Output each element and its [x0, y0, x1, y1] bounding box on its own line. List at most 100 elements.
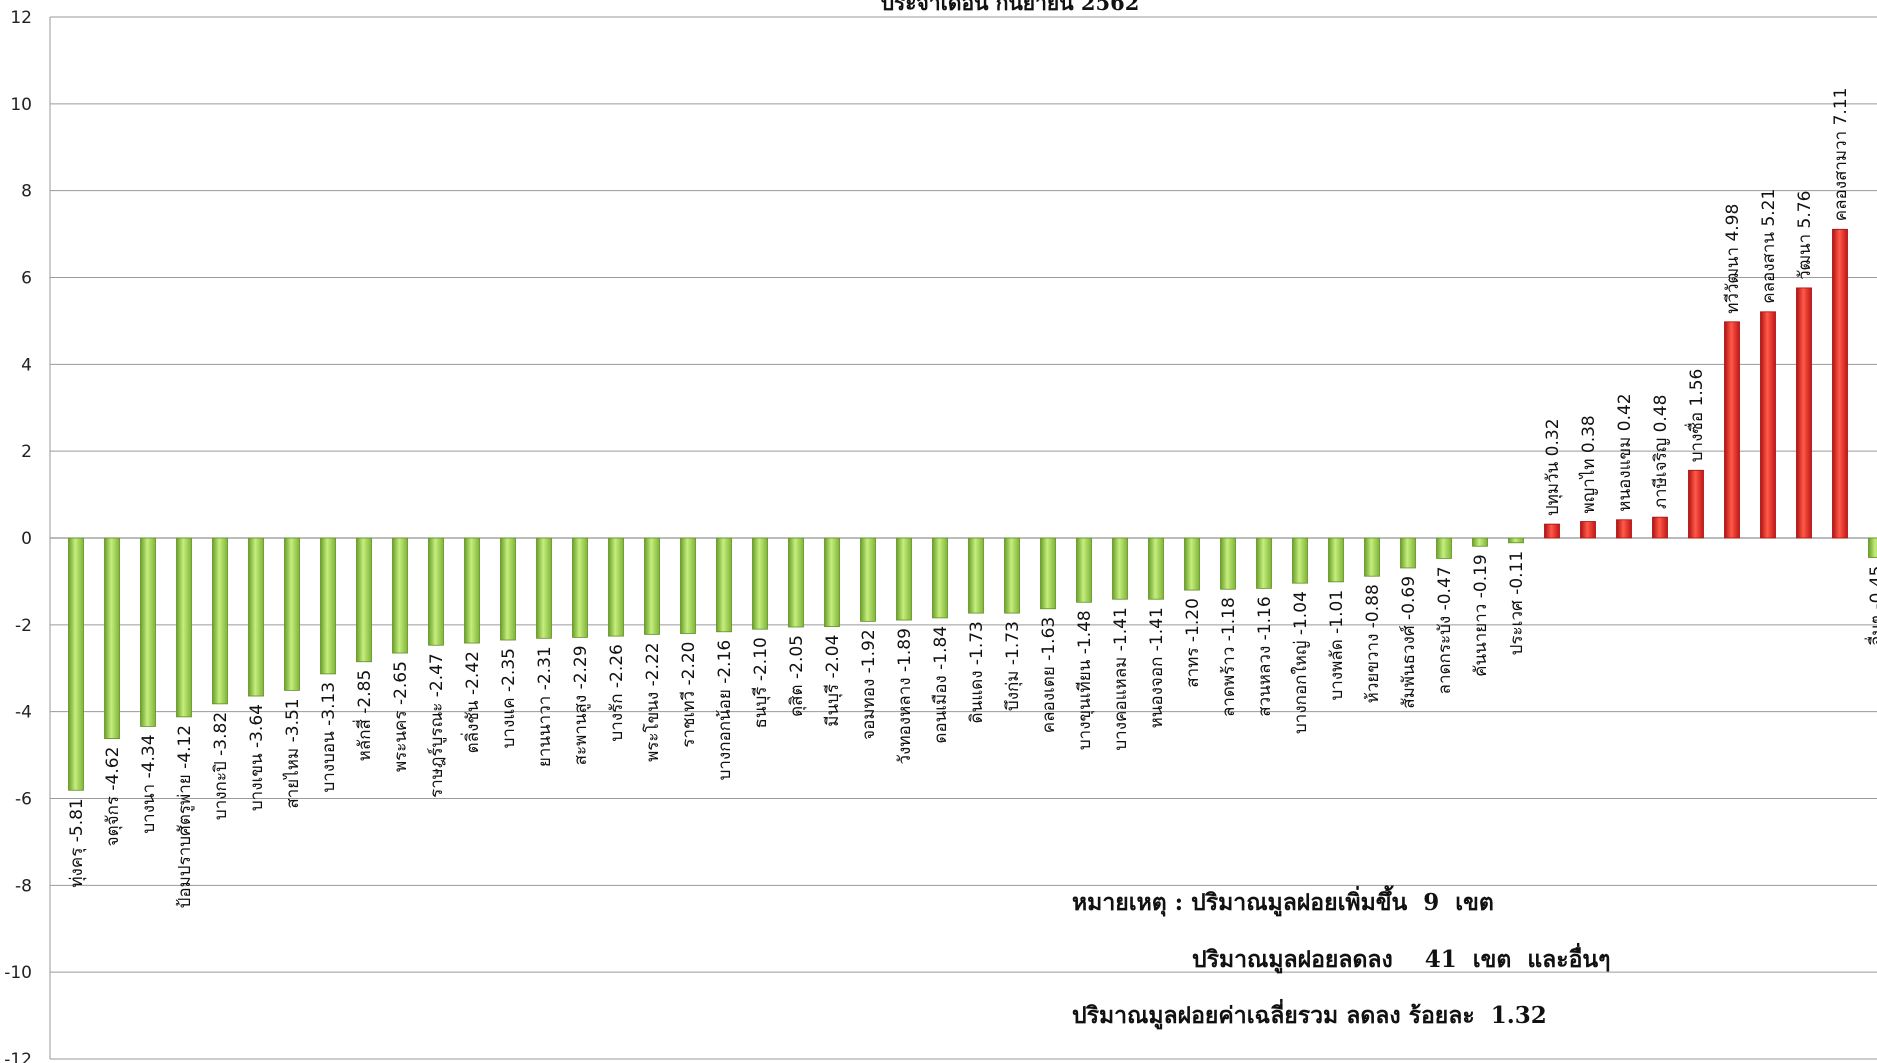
- bar: [104, 537, 120, 739]
- bar: [140, 537, 156, 727]
- bar: [824, 537, 840, 627]
- data-label: พญาไท 0.38: [1578, 415, 1599, 513]
- data-label: บางซื่อ 1.56: [1684, 369, 1707, 463]
- bar: [1436, 537, 1452, 559]
- data-label: บางกอกใหญ่ -1.04: [1290, 591, 1311, 734]
- note-increase: หมายเหตุ : ปริมาณมูลฝอยเพิ่มขึ้น 9 เขต: [1072, 889, 1494, 916]
- y-tick-label: 2: [21, 442, 32, 462]
- bar: [1220, 537, 1236, 590]
- bar: [1148, 537, 1164, 600]
- y-tick-label: -12: [4, 1050, 32, 1063]
- data-label: ป้อมปราบศัตรูพ่าย -4.12: [175, 725, 195, 909]
- bar: [752, 537, 768, 630]
- bar: [284, 537, 300, 691]
- data-label: บึงกุ่ม -1.73: [1003, 621, 1023, 711]
- bar: [1076, 537, 1092, 603]
- bar: [428, 537, 444, 646]
- bar: [860, 537, 876, 622]
- data-label: มีนบุรี -2.04: [823, 635, 843, 727]
- y-tick-label: 4: [21, 355, 32, 375]
- bar: [1292, 537, 1308, 584]
- data-label: คันนายาว -0.19: [1471, 554, 1491, 677]
- data-label: คลองเตย -1.63: [1039, 617, 1059, 734]
- data-label: ลาดกระบัง -0.47: [1435, 566, 1455, 694]
- y-tick-label: -4: [15, 703, 32, 723]
- bar: [968, 537, 984, 614]
- data-label: บางขุนเทียน -1.48: [1075, 610, 1095, 750]
- bar: [1508, 537, 1524, 544]
- bar: [1184, 537, 1200, 591]
- bar: [176, 537, 192, 718]
- bar: [1112, 537, 1128, 600]
- data-label: ธนบุรี -2.10: [751, 637, 771, 728]
- data-label: ลาดพร้าว -1.18: [1219, 597, 1239, 717]
- bar: [572, 537, 588, 638]
- data-label: วัฒนา 5.76: [1795, 191, 1815, 280]
- data-label: จอมทอง -1.92: [859, 629, 879, 739]
- bar: [680, 537, 696, 634]
- bar: [1868, 537, 1877, 558]
- bar: [1724, 321, 1740, 539]
- data-label: บางรัก -2.26: [607, 644, 627, 741]
- bars: [68, 228, 1877, 791]
- y-tick-label: -6: [15, 790, 32, 810]
- data-label: สวนหลวง -1.16: [1255, 596, 1275, 716]
- data-label: บางคอแหลม -1.41: [1111, 607, 1131, 750]
- data-label: คลองสามวา 7.11: [1831, 88, 1851, 222]
- bar: [932, 537, 948, 619]
- data-label: ตลิ่งชัน -2.42: [460, 651, 483, 753]
- data-label: ดุสิต -2.05: [787, 635, 807, 717]
- bar: [1328, 537, 1344, 583]
- bar: [1616, 519, 1632, 539]
- data-label: จตุจักร -4.62: [103, 747, 123, 847]
- bar: [356, 537, 372, 663]
- data-label: ทุ่งครุ -5.81: [67, 798, 87, 887]
- note-decrease: ปริมาณมูลฝอยลดลง 41 เขต และอื่นๆ: [1192, 946, 1611, 973]
- y-axis-ticks: 12 10 8 6 4 2 0 -2 -4 -6 -8 -10 -12: [4, 8, 32, 1063]
- bar: [212, 537, 228, 705]
- data-label: ห้วยขวาง -0.88: [1363, 584, 1383, 703]
- y-tick-label: 6: [21, 269, 32, 289]
- y-tick-label: 10: [10, 95, 32, 115]
- y-tick-label: -10: [4, 963, 32, 983]
- data-label: สัมพันธวงศ์ -0.69: [1399, 576, 1419, 709]
- data-label: พระนคร -2.65: [391, 661, 411, 772]
- data-label: ทวีวัฒนา 4.98: [1723, 204, 1743, 314]
- data-label: สายไหม -3.51: [282, 698, 303, 808]
- bar: [248, 537, 264, 697]
- data-label: บางกะปิ -3.82: [211, 712, 231, 820]
- bar: [464, 537, 480, 644]
- bar: [644, 537, 660, 635]
- y-tick-label: 0: [21, 529, 32, 549]
- data-label: ยานนาวา -2.31: [535, 646, 555, 767]
- bar: [788, 537, 804, 628]
- data-label: บางพลัด -1.01: [1327, 590, 1347, 701]
- note-average: ปริมาณมูลฝอยค่าเฉลี่ยรวม ลดลง ร้อยละ 1.3…: [1072, 1002, 1547, 1029]
- data-label: หลักสี่ -2.85: [352, 670, 375, 762]
- bar: [1472, 537, 1488, 547]
- data-label: ภาษีเจริญ 0.48: [1651, 395, 1671, 510]
- y-tick-label: -2: [15, 616, 32, 636]
- grid-lines: [49, 16, 1877, 1060]
- y-tick-label: -8: [15, 876, 32, 896]
- data-label: ปทุมวัน 0.32: [1543, 418, 1563, 516]
- data-label: คลองสาน 5.21: [1759, 189, 1779, 304]
- data-label: สาทร -1.20: [1183, 598, 1203, 688]
- bar: [896, 537, 912, 621]
- data-label: ดินแดง -1.73: [967, 621, 987, 723]
- bar: [716, 537, 732, 633]
- data-label: หนองแขม 0.42: [1615, 393, 1635, 511]
- data-label: บางแค -2.35: [499, 648, 519, 748]
- bar: [1760, 311, 1776, 539]
- data-label: หนองจอก -1.41: [1147, 607, 1167, 728]
- bar: [1256, 537, 1272, 589]
- bar: [1004, 537, 1020, 614]
- data-label: บางเขน -3.64: [247, 704, 267, 811]
- bar: [68, 537, 84, 791]
- bar: [1688, 469, 1704, 539]
- y-tick-label: 12: [10, 8, 32, 28]
- data-label: วังทองหลาง -1.89: [895, 628, 915, 764]
- bar: [1544, 523, 1560, 539]
- data-label: สะพานสูง -2.29: [571, 645, 591, 765]
